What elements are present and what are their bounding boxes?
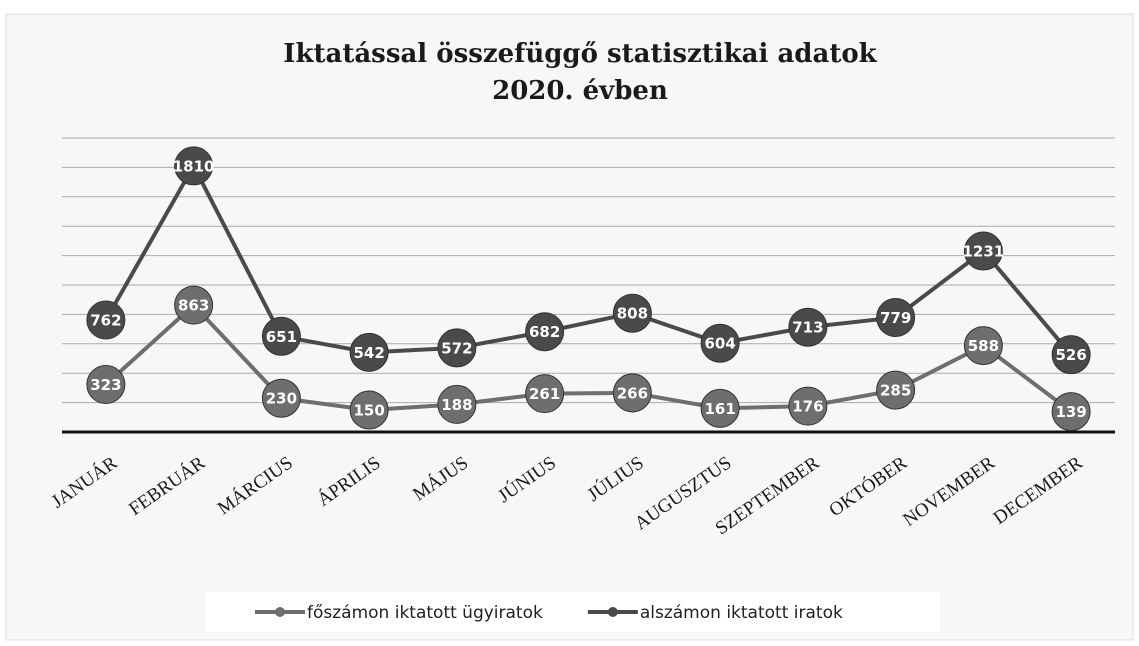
data-label: 150 [353, 401, 384, 419]
data-point [612, 293, 652, 333]
data-point [612, 373, 652, 413]
data-point [1051, 392, 1091, 432]
data-label: 526 [1055, 346, 1086, 364]
data-label: 604 [704, 335, 735, 353]
data-label: 682 [529, 323, 560, 341]
data-point [349, 390, 389, 430]
data-point [261, 316, 301, 356]
data-point [437, 384, 477, 424]
legend-label: főszámon iktatott ügyiratok [307, 603, 543, 623]
data-label: 542 [353, 344, 384, 362]
legend-marker [275, 607, 285, 617]
data-label: 863 [178, 297, 209, 315]
legend-label: alszámon iktatott iratok [640, 603, 843, 623]
data-point [700, 323, 740, 363]
data-point [437, 328, 477, 368]
data-label: 808 [617, 305, 648, 323]
data-point [525, 312, 565, 352]
legend-box [205, 592, 940, 632]
data-label: 762 [90, 311, 121, 329]
data-label: 323 [90, 376, 121, 394]
data-point [174, 285, 214, 325]
data-label: 176 [792, 398, 823, 416]
data-label: 266 [617, 384, 648, 402]
data-point [876, 297, 916, 337]
data-label: 230 [266, 390, 297, 408]
data-label: 713 [792, 319, 823, 337]
data-label: 188 [441, 396, 472, 414]
data-label: 779 [880, 309, 911, 327]
data-point [788, 307, 828, 347]
data-point [876, 370, 916, 410]
data-point [700, 388, 740, 428]
chart-title: Iktatással összefüggő statisztikai adato… [283, 39, 877, 69]
data-point [349, 332, 389, 372]
data-label: 588 [968, 337, 999, 355]
legend-marker [607, 607, 618, 617]
data-point [1051, 335, 1091, 375]
data-point [261, 378, 301, 418]
data-label: 1810 [173, 157, 215, 175]
data-point [525, 374, 565, 414]
data-point [174, 146, 214, 186]
data-label: 1231 [963, 243, 1005, 261]
chart-title: 2020. évben [492, 76, 668, 106]
data-point [788, 386, 828, 426]
data-label: 285 [880, 382, 911, 400]
data-label: 651 [266, 328, 297, 346]
data-point [86, 300, 126, 340]
data-label: 139 [1055, 403, 1086, 421]
data-label: 572 [441, 339, 472, 357]
data-point [963, 326, 1003, 366]
data-label: 161 [704, 400, 735, 418]
data-label: 261 [529, 385, 560, 403]
data-point [963, 231, 1003, 271]
data-point [86, 365, 126, 405]
